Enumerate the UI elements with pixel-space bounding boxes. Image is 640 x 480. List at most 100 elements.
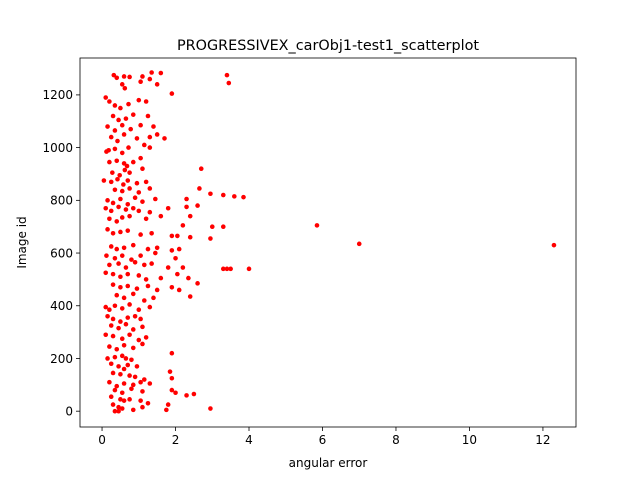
data-point xyxy=(119,215,125,220)
data-point xyxy=(107,344,112,349)
data-point xyxy=(110,370,116,376)
data-point xyxy=(110,113,116,119)
data-point xyxy=(154,245,160,251)
data-point xyxy=(153,250,158,256)
data-point xyxy=(125,362,131,368)
data-point xyxy=(175,271,180,277)
data-point xyxy=(117,172,122,178)
data-point xyxy=(140,74,145,79)
data-point xyxy=(110,282,116,287)
data-point xyxy=(101,178,107,183)
x-tick-label: 10 xyxy=(462,433,477,447)
data-point xyxy=(103,95,109,100)
data-point xyxy=(149,70,154,75)
data-point xyxy=(145,113,151,119)
data-point xyxy=(130,242,136,248)
data-point xyxy=(195,281,200,286)
data-point xyxy=(147,145,153,150)
data-point xyxy=(169,248,175,253)
data-point xyxy=(142,142,147,148)
data-point xyxy=(140,389,145,394)
y-axis: 0 200 400 600 800 1000 1200 xyxy=(42,88,80,418)
data-point xyxy=(147,304,153,310)
data-point xyxy=(112,408,118,414)
data-point xyxy=(116,408,121,414)
data-point xyxy=(118,319,123,324)
data-point xyxy=(112,103,118,108)
data-point xyxy=(134,286,140,291)
data-point xyxy=(165,205,171,211)
data-point xyxy=(118,274,123,280)
data-point xyxy=(111,72,117,78)
data-point xyxy=(105,227,110,232)
data-point xyxy=(147,381,153,386)
data-point xyxy=(195,203,200,208)
plot-frame xyxy=(79,57,577,428)
data-point xyxy=(125,228,131,233)
data-point xyxy=(127,170,132,175)
data-point xyxy=(143,179,149,185)
data-point xyxy=(118,285,123,290)
data-point xyxy=(198,166,204,171)
data-point xyxy=(220,224,226,229)
data-point xyxy=(149,230,154,236)
data-point xyxy=(127,373,132,378)
data-point xyxy=(169,350,175,356)
x-tick-label: 4 xyxy=(245,433,253,447)
data-point xyxy=(143,216,149,222)
data-point xyxy=(208,406,213,411)
data-point xyxy=(116,404,121,410)
data-point xyxy=(127,332,132,338)
data-point xyxy=(136,97,142,103)
data-point xyxy=(112,256,118,261)
data-point xyxy=(130,291,136,297)
data-point xyxy=(115,176,120,182)
data-point xyxy=(110,271,116,277)
data-point xyxy=(108,361,114,367)
y-tick-label: 0 xyxy=(65,404,73,418)
data-point xyxy=(136,337,142,343)
data-point xyxy=(165,402,171,407)
data-point xyxy=(121,182,126,187)
x-tick-label: 0 xyxy=(98,433,106,447)
data-point xyxy=(123,116,129,121)
data-point xyxy=(158,213,164,219)
data-point xyxy=(123,356,129,361)
data-point xyxy=(105,314,110,319)
data-point xyxy=(121,381,127,386)
data-point xyxy=(246,266,252,272)
data-point xyxy=(232,194,237,199)
data-point xyxy=(145,400,151,406)
data-point xyxy=(107,307,112,313)
data-point xyxy=(118,371,123,377)
data-point xyxy=(108,208,114,214)
data-point xyxy=(129,357,134,363)
data-point xyxy=(143,277,149,282)
data-point xyxy=(142,298,147,303)
data-point xyxy=(140,341,145,347)
data-point xyxy=(134,364,140,369)
data-point xyxy=(145,246,151,252)
data-point xyxy=(119,406,125,411)
data-point xyxy=(119,150,125,156)
data-point xyxy=(129,257,134,262)
data-point xyxy=(105,124,110,129)
data-point xyxy=(125,271,131,277)
data-point xyxy=(209,224,215,229)
data-point xyxy=(132,259,138,265)
data-point xyxy=(147,76,153,82)
data-point xyxy=(208,236,213,241)
data-point xyxy=(176,246,182,252)
data-point xyxy=(114,246,120,252)
data-point xyxy=(138,316,143,322)
data-point xyxy=(108,323,114,328)
x-axis-label: angular error xyxy=(289,456,368,470)
data-point xyxy=(356,241,362,247)
data-point xyxy=(119,390,125,396)
data-point xyxy=(130,159,136,165)
data-point xyxy=(175,233,180,239)
data-point xyxy=(130,345,136,351)
data-point xyxy=(176,287,182,293)
data-point xyxy=(130,382,136,388)
